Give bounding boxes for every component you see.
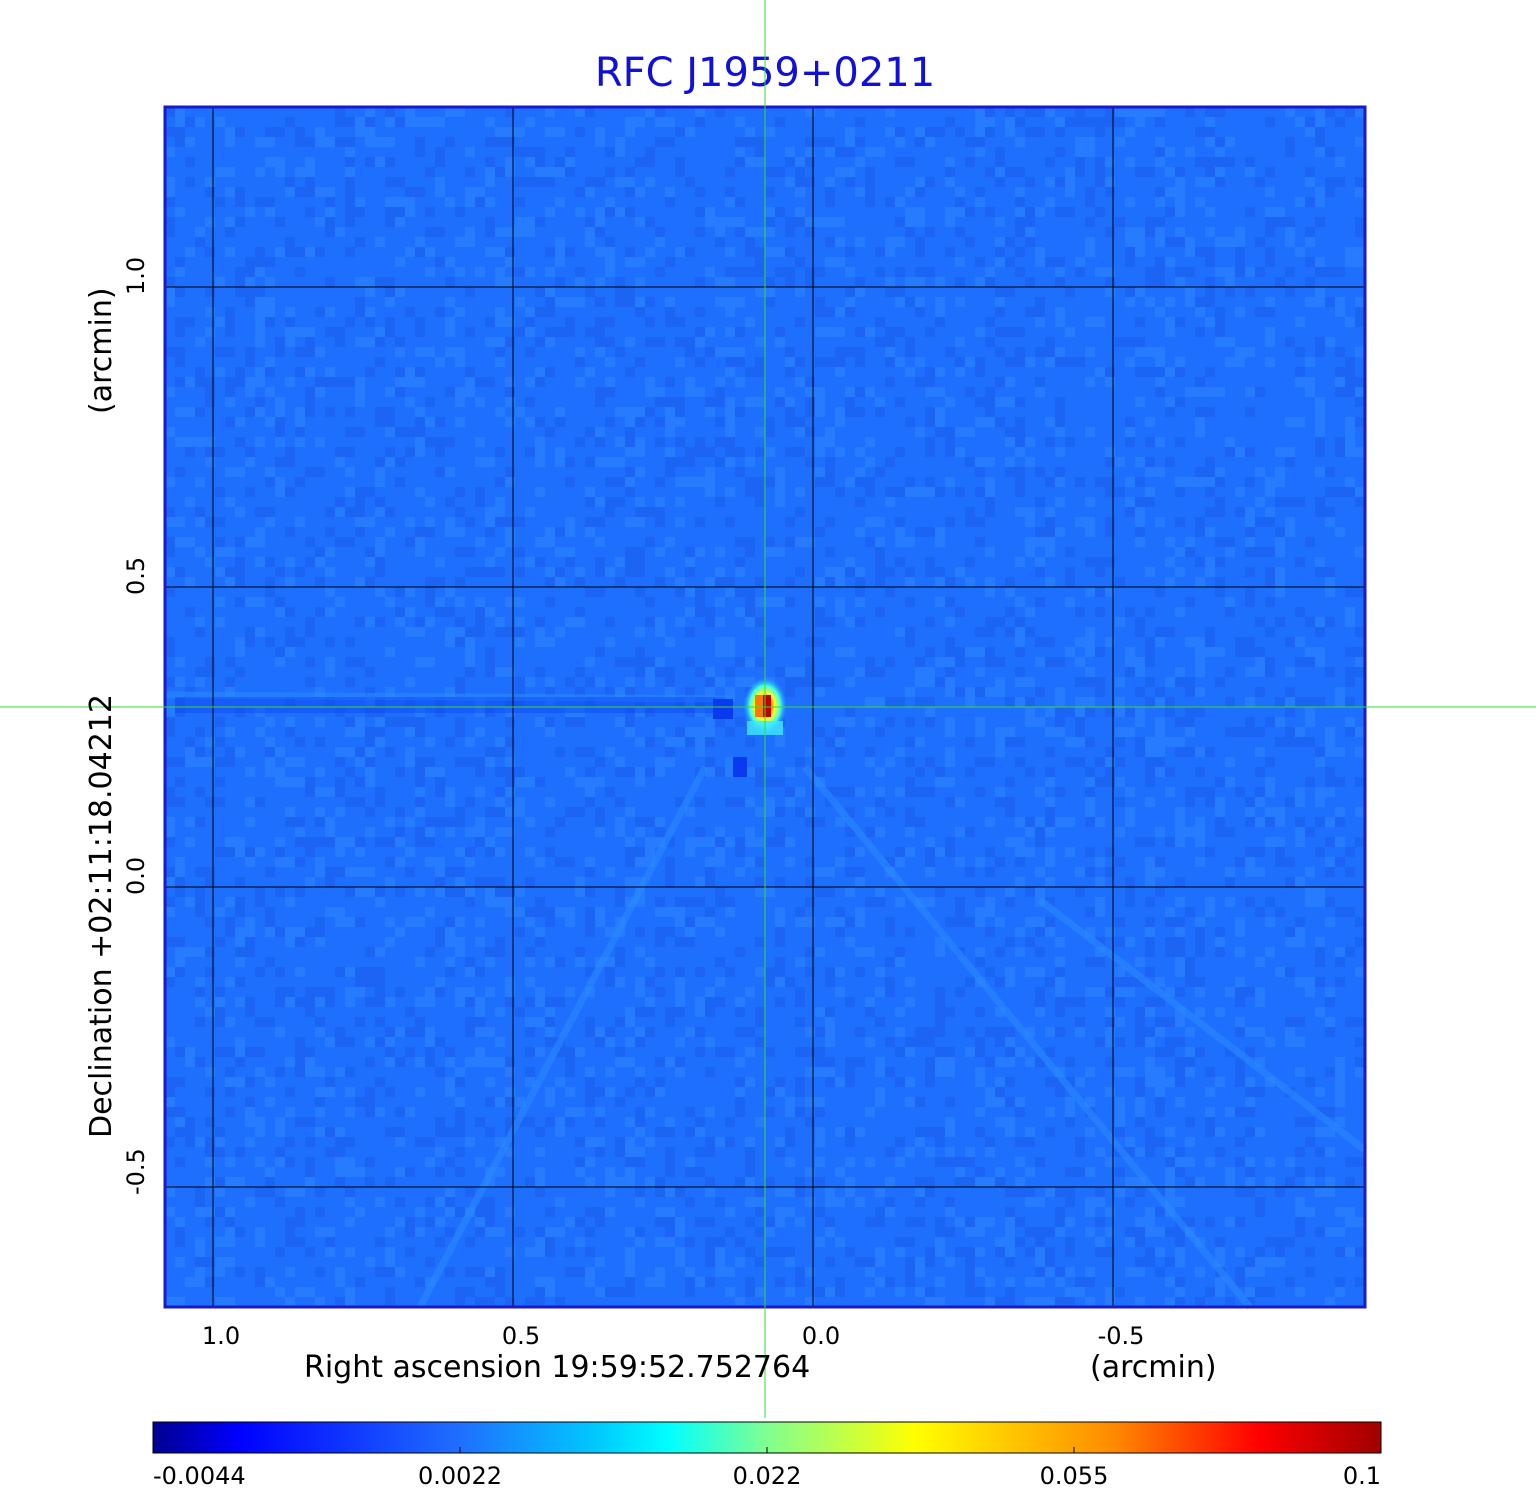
map-noise xyxy=(165,107,1365,1307)
x-tick-label: 1.0 xyxy=(201,1322,241,1350)
y-axis-label: Declination +02:11:18.04212 xyxy=(84,694,119,1138)
source-peak-right xyxy=(763,695,771,717)
y-axis-unit: (arcmin) xyxy=(84,287,119,414)
colorbar-tick-label: -0.0044 xyxy=(153,1462,246,1490)
y-tick-label: -0.5 xyxy=(122,1148,150,1195)
y-tick-label: 0.0 xyxy=(122,856,150,895)
y-tick-label: 0.5 xyxy=(122,556,150,595)
colorbar-tick-label: 0.022 xyxy=(732,1462,802,1490)
colorbar-tick-label: 0.1 xyxy=(1342,1462,1381,1490)
x-tick-label: 0.0 xyxy=(801,1322,841,1350)
x-axis-label: Right ascension 19:59:52.752764 xyxy=(304,1350,811,1385)
source-peak-left xyxy=(755,695,763,717)
x-tick-label: -0.5 xyxy=(1097,1322,1145,1350)
colorbar-tick-label: 0.055 xyxy=(1039,1462,1109,1490)
colorbar-tick-label: 0.0022 xyxy=(418,1462,502,1490)
x-axis-unit: (arcmin) xyxy=(1090,1350,1217,1385)
sidelobe-streaks xyxy=(164,691,1368,1310)
overlay-layer xyxy=(0,0,1536,1454)
x-tick-label: 0.5 xyxy=(501,1322,541,1350)
negative-patches xyxy=(175,697,747,777)
y-tick-label: 1.0 xyxy=(122,256,150,295)
